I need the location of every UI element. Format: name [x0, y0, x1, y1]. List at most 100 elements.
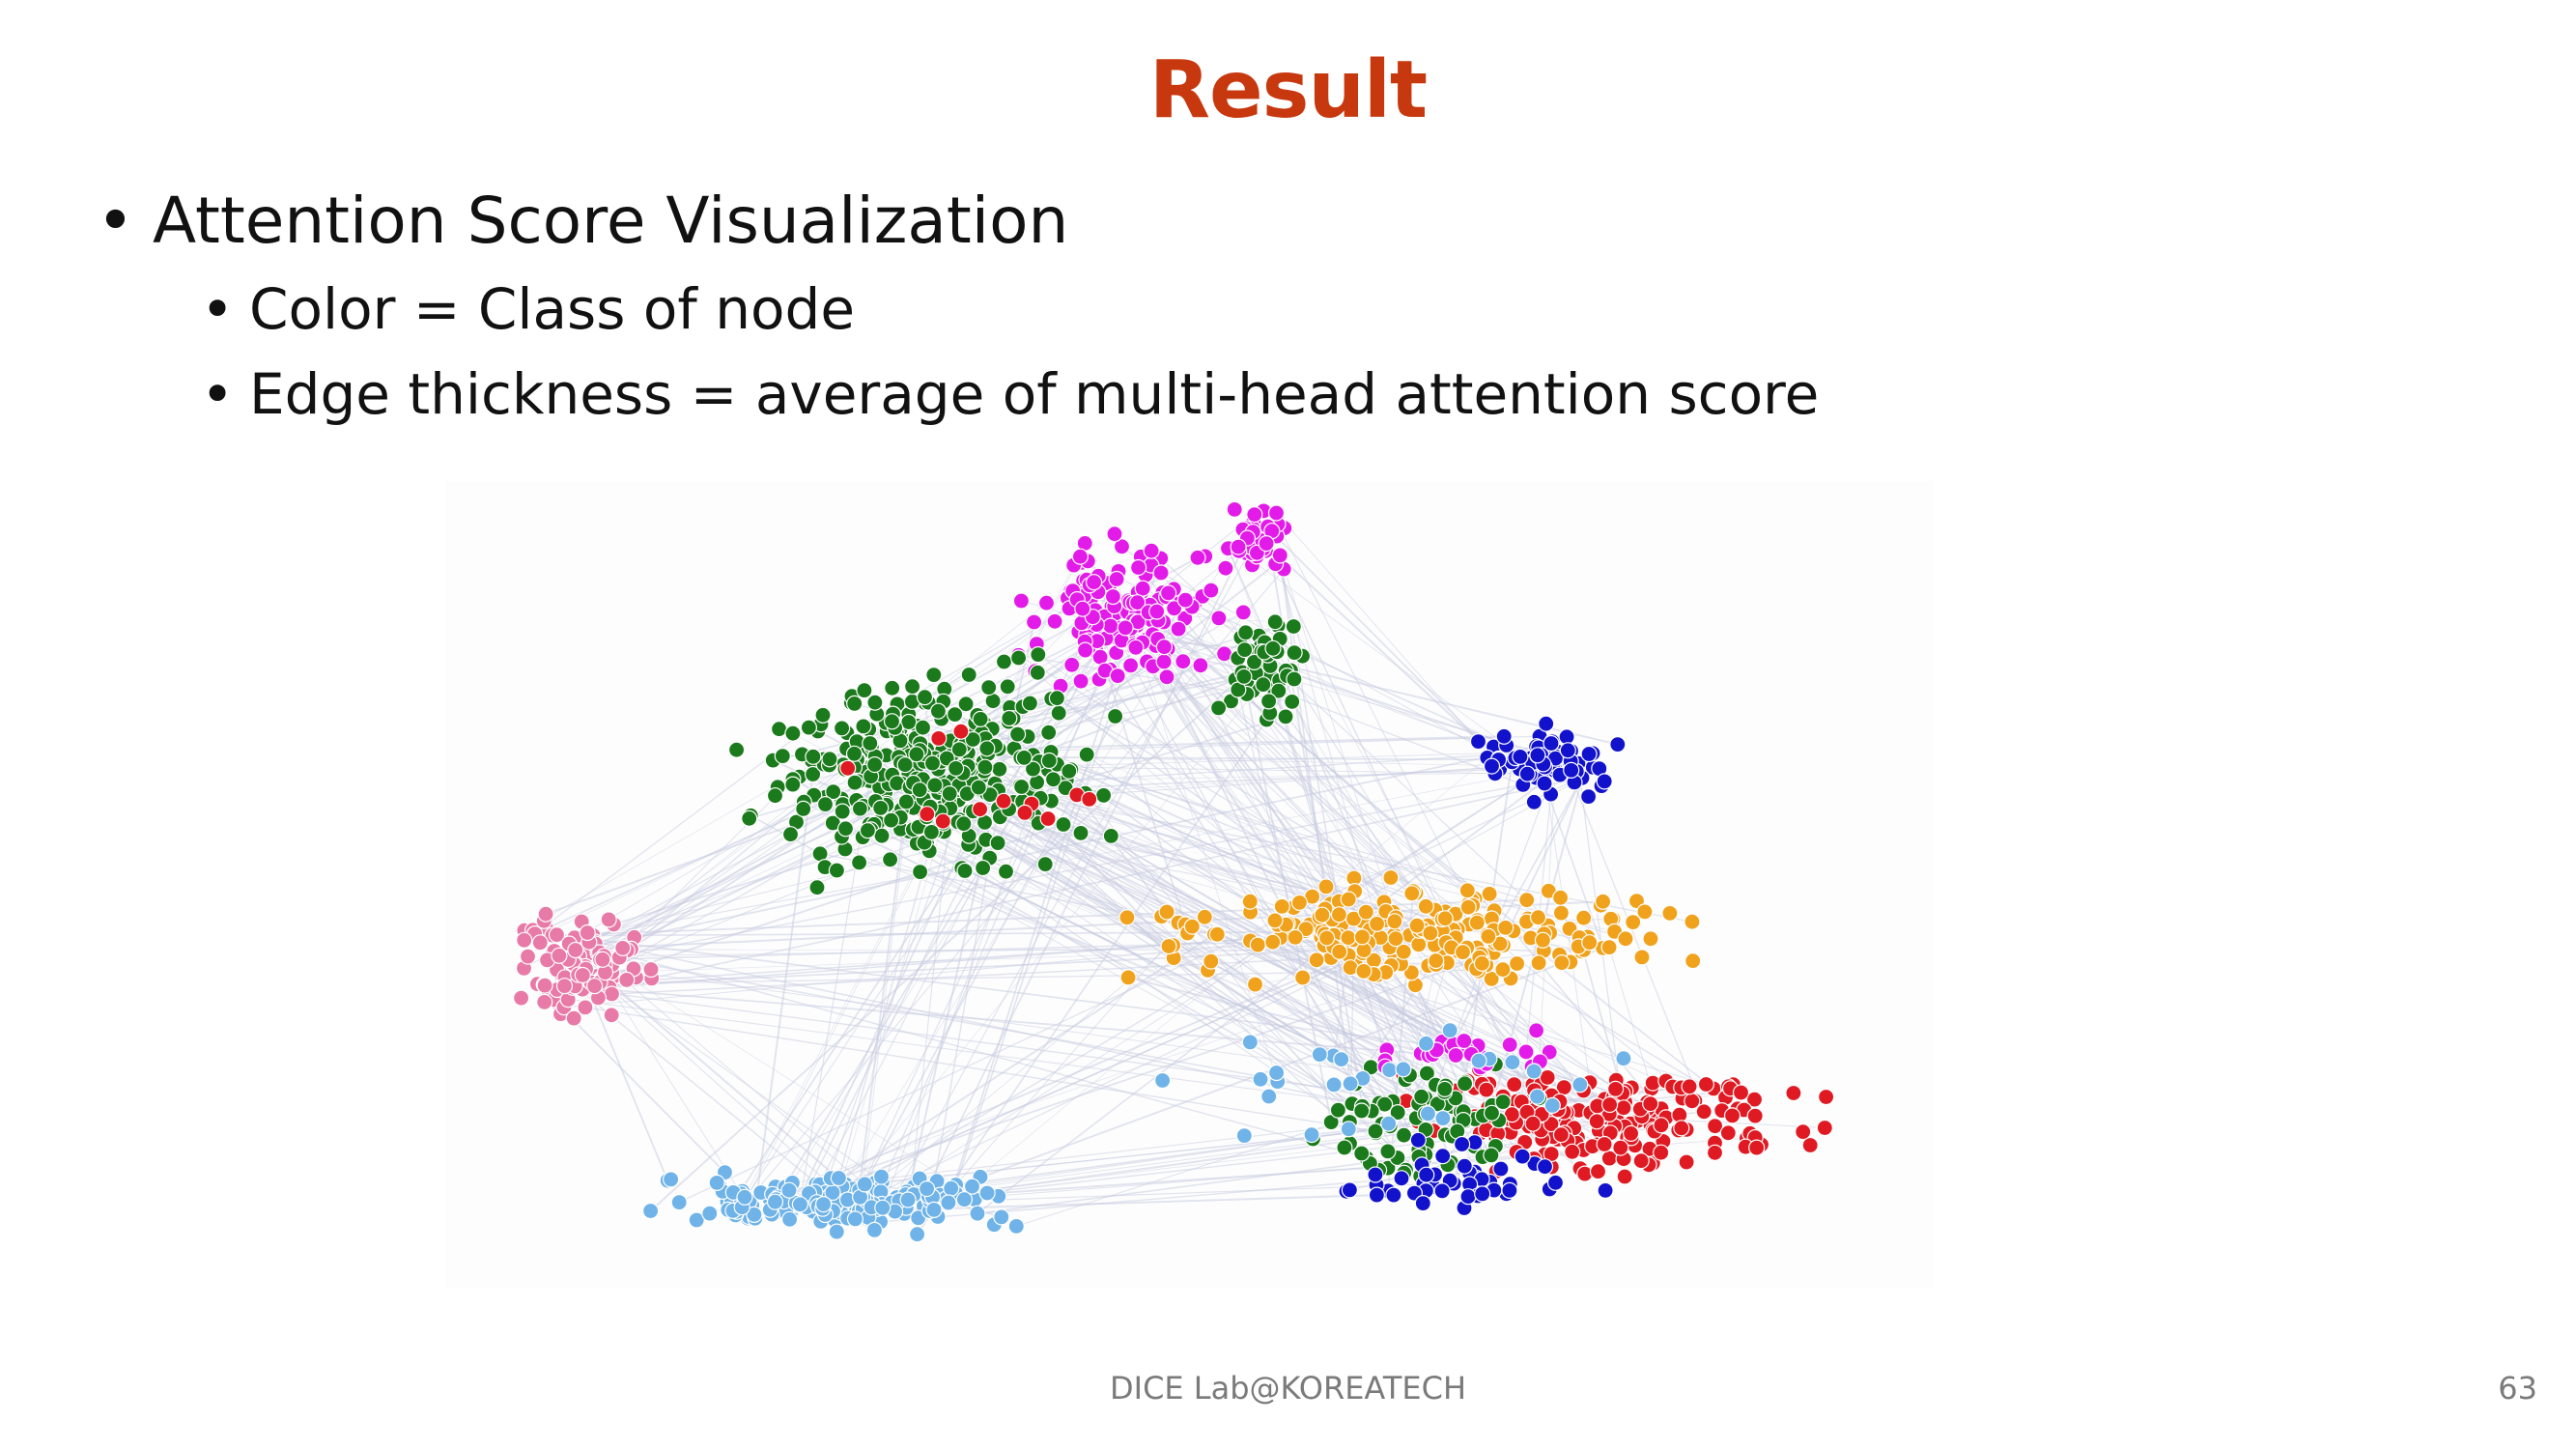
graph-node	[516, 931, 533, 949]
graph-node	[805, 765, 822, 783]
graph-node	[1255, 676, 1272, 694]
graph-node	[1160, 937, 1177, 955]
graph-node	[1801, 1136, 1819, 1154]
graph-edge	[928, 808, 1000, 1211]
graph-node	[821, 751, 838, 768]
graph-node	[882, 851, 899, 868]
graph-node	[784, 724, 802, 742]
graph-node	[618, 971, 636, 989]
graph-node	[1589, 1163, 1607, 1180]
graph-node	[1518, 765, 1536, 782]
graph-node	[1816, 1119, 1833, 1137]
graph-edge	[1051, 800, 1355, 893]
graph-node	[950, 741, 968, 758]
graph-node	[531, 934, 549, 952]
bullet-dot: •	[201, 361, 235, 427]
graph-node	[1494, 961, 1512, 979]
graph-node	[1303, 1125, 1320, 1144]
graph-node	[808, 879, 826, 896]
graph-node	[1481, 885, 1498, 902]
graph-node	[946, 706, 964, 724]
graph-node	[922, 823, 940, 840]
graph-node	[1286, 670, 1303, 688]
graph-node	[1050, 704, 1067, 722]
graph-node	[846, 774, 863, 791]
graph-node	[1745, 1091, 1764, 1108]
graph-node	[1536, 775, 1553, 792]
graph-node	[1055, 815, 1072, 834]
bullet-dot: •	[201, 276, 235, 342]
graph-node	[1552, 1126, 1571, 1144]
graph-node	[1501, 1181, 1518, 1200]
graph-node	[1684, 952, 1702, 970]
graph-node	[1012, 778, 1031, 796]
graph-node	[1492, 1160, 1510, 1178]
graph-node	[1456, 1032, 1473, 1050]
graph-edge	[891, 782, 1428, 1074]
graph-edge	[863, 916, 1205, 1204]
graph-node	[862, 734, 879, 753]
graph-node	[586, 978, 604, 995]
bullet-attention-score: • Attention Score Visualization	[97, 184, 1068, 258]
graph-node	[828, 1223, 845, 1240]
graph-node	[1072, 672, 1090, 690]
graph-node	[1102, 827, 1119, 844]
graph-node	[1617, 930, 1634, 948]
graph-node	[814, 706, 832, 724]
graph-node	[1434, 1148, 1452, 1165]
graph-edge	[1092, 616, 1631, 1134]
graph-edge	[1237, 689, 1295, 925]
graph-node	[1524, 1115, 1542, 1132]
graph-node	[1024, 760, 1042, 778]
graph-node	[1329, 1101, 1347, 1119]
graph-node	[991, 760, 1008, 778]
graph-node	[1237, 624, 1255, 641]
graph-node	[974, 859, 992, 877]
graph-node	[1270, 682, 1288, 699]
graph-node	[964, 730, 981, 749]
graph-node	[1368, 1186, 1386, 1204]
graph-node	[1530, 954, 1547, 972]
graph-node	[1453, 1135, 1471, 1153]
graph-node	[1504, 1054, 1521, 1071]
graph-node	[999, 678, 1016, 696]
graph-node	[1025, 613, 1043, 631]
graph-edge	[1065, 768, 1500, 789]
graph-node	[1553, 954, 1571, 972]
graph-node	[536, 993, 553, 1011]
graph-node	[642, 1202, 660, 1220]
graph-node	[1230, 538, 1247, 555]
graph-edge	[925, 527, 1254, 1189]
graph-node	[1579, 788, 1598, 806]
graph-node	[856, 682, 873, 699]
graph-node	[825, 783, 842, 801]
graph-node	[1333, 1050, 1350, 1068]
graph-node	[1249, 936, 1266, 953]
graph-edge	[858, 801, 908, 1191]
graph-node	[1543, 1096, 1561, 1115]
graph-node	[1286, 644, 1303, 662]
graph-node	[1128, 594, 1146, 611]
graph-node	[846, 695, 863, 712]
graph-node	[1732, 1084, 1750, 1101]
graph-node	[774, 748, 791, 765]
graph-edge	[609, 777, 1583, 988]
graph-node	[1653, 1144, 1670, 1161]
graph-node	[536, 977, 553, 994]
graph-node	[1456, 1075, 1474, 1093]
graph-node	[1483, 757, 1501, 775]
graph-node	[1538, 715, 1555, 732]
graph-node	[963, 1178, 981, 1195]
graph-node	[1367, 1122, 1384, 1140]
graph-node	[1527, 1022, 1545, 1039]
graph-edge	[1078, 631, 1380, 1104]
graph-node	[1189, 549, 1206, 566]
graph-node	[1410, 936, 1428, 953]
graph-node	[1616, 1168, 1633, 1185]
graph-node	[1528, 1088, 1546, 1105]
graph-node	[1539, 1068, 1556, 1087]
graph-node	[1684, 1093, 1701, 1110]
graph-node	[800, 719, 817, 736]
graph-node	[872, 1168, 891, 1185]
graph-node	[1748, 1139, 1766, 1156]
